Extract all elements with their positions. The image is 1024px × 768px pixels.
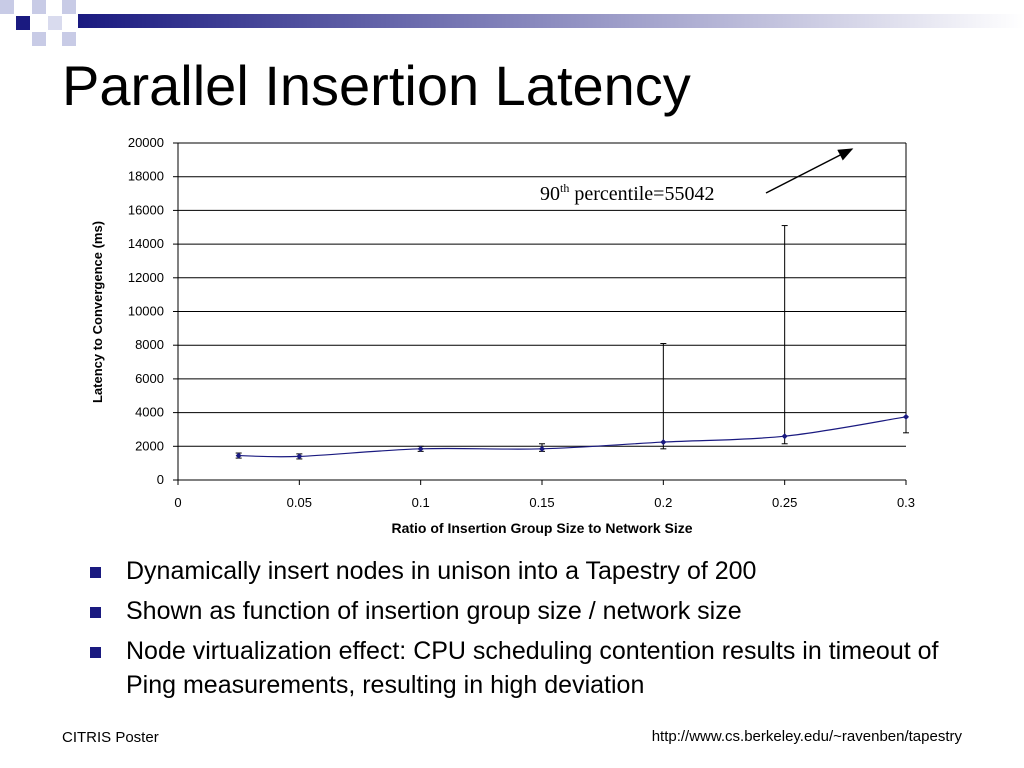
x-axis-label: Ratio of Insertion Group Size to Network… <box>391 520 692 536</box>
data-point <box>660 439 667 446</box>
y-tick-label: 10000 <box>128 304 164 319</box>
slide-title: Parallel Insertion Latency <box>62 54 691 117</box>
bullet-list: Dynamically insert nodes in unison into … <box>88 554 948 708</box>
bullet-item: Dynamically insert nodes in unison into … <box>88 554 948 588</box>
y-tick-label: 18000 <box>128 169 164 184</box>
bullet-item: Shown as function of insertion group siz… <box>88 594 948 628</box>
deco-square <box>62 32 76 46</box>
y-axis-label: Latency to Convergence (ms) <box>90 221 105 403</box>
annotation-superscript: th <box>560 181 569 195</box>
annotation-text: percentile=55042 <box>569 183 714 205</box>
bullet-square-icon <box>90 607 101 618</box>
bullet-text: Dynamically insert nodes in unison into … <box>126 557 757 585</box>
latency-chart: 0 2000 4000 6000 8000 10000 12000 14000 16000 180… <box>90 135 915 536</box>
percentile-annotation: 90th percentile=55042 <box>540 181 714 205</box>
annotation-arrow <box>765 148 854 194</box>
bullet-square-icon <box>90 647 101 658</box>
data-point <box>296 453 303 460</box>
x-tick-label: 0.05 <box>287 495 312 510</box>
deco-square <box>0 0 14 14</box>
bullet-text: Node virtualization effect: CPU scheduli… <box>126 637 939 699</box>
deco-square <box>32 32 46 46</box>
annotation-prefix: 90 <box>540 183 560 205</box>
data-point <box>539 445 545 452</box>
data-point <box>781 433 788 440</box>
y-tick-label: 2000 <box>135 438 164 453</box>
data-point <box>903 413 909 420</box>
y-tick-label: 6000 <box>135 371 164 386</box>
footer-url: http://www.cs.berkeley.edu/~ravenben/tap… <box>651 728 962 745</box>
x-tick-label: 0.2 <box>654 495 672 510</box>
deco-square <box>32 0 46 14</box>
x-tick-label: 0.3 <box>897 495 915 510</box>
data-point <box>417 445 424 452</box>
deco-square <box>48 16 62 30</box>
header-gradient-bar <box>78 14 1024 28</box>
deco-square <box>62 0 76 14</box>
bullet-text: Shown as function of insertion group siz… <box>126 597 742 625</box>
y-tick-label: 16000 <box>128 202 164 217</box>
y-tick-label: 14000 <box>128 236 164 251</box>
y-tick-label: 8000 <box>135 337 164 352</box>
y-tick-label: 0 <box>157 472 164 487</box>
data-point <box>235 452 242 459</box>
header-decoration <box>0 0 1024 46</box>
x-tick-label: 0 <box>174 495 181 510</box>
y-tick-label: 12000 <box>128 270 164 285</box>
footer-left: CITRIS Poster <box>62 729 159 746</box>
x-tick-label: 0.15 <box>529 495 554 510</box>
y-tick-label: 4000 <box>135 405 164 420</box>
series-line <box>238 416 907 458</box>
x-tick-label: 0.25 <box>772 495 797 510</box>
deco-square <box>16 16 30 30</box>
x-tick-label: 0.1 <box>412 495 430 510</box>
y-tick-label: 20000 <box>128 135 164 150</box>
bullet-item: Node virtualization effect: CPU scheduli… <box>88 634 948 702</box>
bullet-square-icon <box>90 567 101 578</box>
